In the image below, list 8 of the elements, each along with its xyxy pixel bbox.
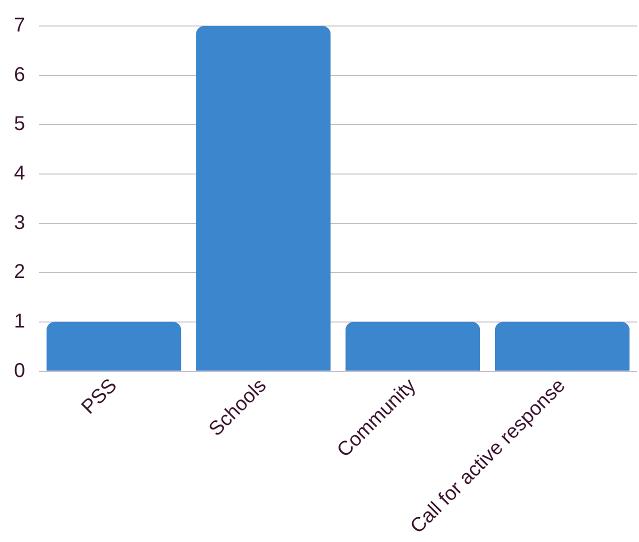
y-tick-label: 6	[14, 64, 26, 86]
y-tick-label: 5	[14, 113, 26, 136]
y-tick-label: 2	[14, 261, 26, 284]
y-tick-label: 1	[14, 310, 26, 332]
y-tick-label: 0	[14, 360, 26, 382]
y-tick-label: 3	[14, 212, 26, 234]
y-tick-label: 7	[14, 14, 26, 37]
y-tick-label: 4	[14, 162, 26, 184]
